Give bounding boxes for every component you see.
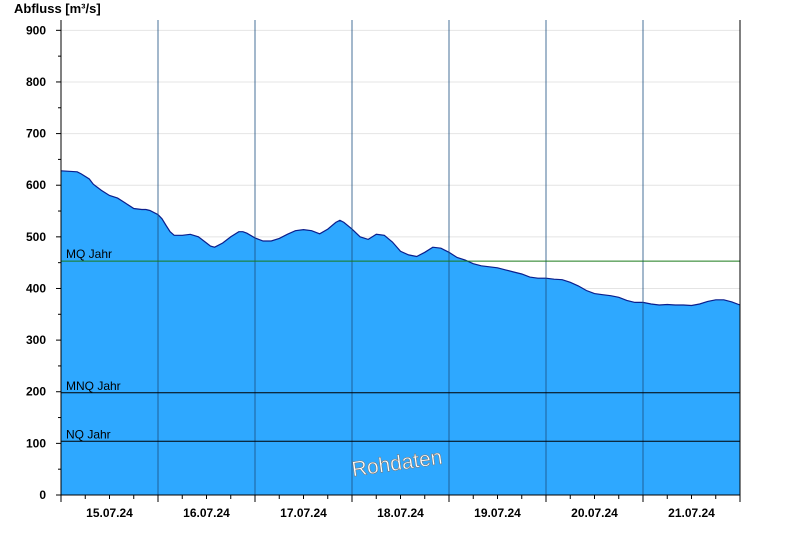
y-tick-label: 600 — [26, 178, 46, 192]
x-tick-label: 19.07.24 — [474, 506, 521, 520]
reference-line-label: MQ Jahr — [66, 247, 112, 261]
y-tick-label: 300 — [26, 333, 46, 347]
discharge-line — [60, 170, 741, 307]
reference-line-label: MNQ Jahr — [66, 379, 121, 393]
axes — [56, 20, 741, 502]
y-tick-label: 800 — [26, 75, 46, 89]
x-tick-label: 18.07.24 — [377, 506, 424, 520]
day-gridlines — [157, 20, 644, 495]
y-tick-label: 400 — [26, 281, 46, 295]
axis-labels: 0 100 200 300 400 500 600 700 800 900 15.07.24 16.0… — [26, 23, 715, 520]
x-tick-label: 21.07.24 — [668, 506, 715, 520]
discharge-area-layer — [60, 170, 741, 496]
y-tick-label: 100 — [26, 436, 46, 450]
x-tick-label: 20.07.24 — [571, 506, 618, 520]
y-tick-label: 500 — [26, 230, 46, 244]
y-tick-label: 0 — [39, 488, 46, 502]
y-tick-label: 200 — [26, 385, 46, 399]
y-tick-label: 900 — [26, 23, 46, 37]
y-tick-label: 700 — [26, 127, 46, 141]
discharge-area — [61, 170, 740, 496]
reference-lines: MQ Jahr MNQ Jahr NQ Jahr — [61, 247, 740, 442]
x-tick-label: 15.07.24 — [86, 506, 133, 520]
y-axis-title: Abfluss [m³/s] — [14, 1, 101, 16]
reference-line-label: NQ Jahr — [66, 427, 111, 441]
x-tick-label: 16.07.24 — [183, 506, 230, 520]
x-tick-label: 17.07.24 — [280, 506, 327, 520]
